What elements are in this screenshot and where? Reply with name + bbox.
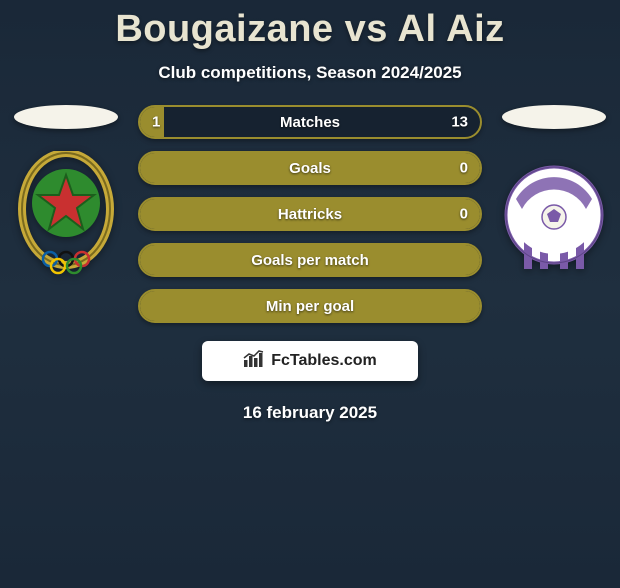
main-container: 1 Matches 13 Goals 0 Hattricks 0 Goals per matc… [0,105,620,323]
stat-right-value: 0 [460,206,468,223]
stat-pill-min-per-goal: Min per goal [138,289,482,323]
stat-right-value: 0 [460,160,468,177]
page-title: Bougaizane vs Al Aiz [0,8,620,51]
stat-pill-hattricks: Hattricks 0 [138,197,482,231]
stat-pill-goals: Goals 0 [138,151,482,185]
date-text: 16 february 2025 [0,403,620,423]
branding-badge[interactable]: FcTables.com [202,341,418,381]
stat-left-value: 1 [152,114,160,131]
chart-icon [243,350,265,373]
stat-label: Goals [289,160,331,177]
subtitle: Club competitions, Season 2024/2025 [0,63,620,83]
side-left [6,105,126,279]
flag-right [502,105,606,129]
branding-text: FcTables.com [271,352,377,370]
crest-right: IRT [504,151,604,279]
stat-label: Matches [280,114,340,131]
stat-pill-matches: 1 Matches 13 [138,105,482,139]
stats-column: 1 Matches 13 Goals 0 Hattricks 0 Goals per matc… [138,105,482,323]
stat-label: Goals per match [251,252,369,269]
flag-left [14,105,118,129]
crest-left [16,151,116,279]
stat-right-value: 13 [451,114,468,131]
stat-label: Min per goal [266,298,354,315]
svg-text:IRT: IRT [544,190,564,204]
stat-label: Hattricks [278,206,342,223]
side-right: IRT [494,105,614,279]
stat-pill-goals-per-match: Goals per match [138,243,482,277]
